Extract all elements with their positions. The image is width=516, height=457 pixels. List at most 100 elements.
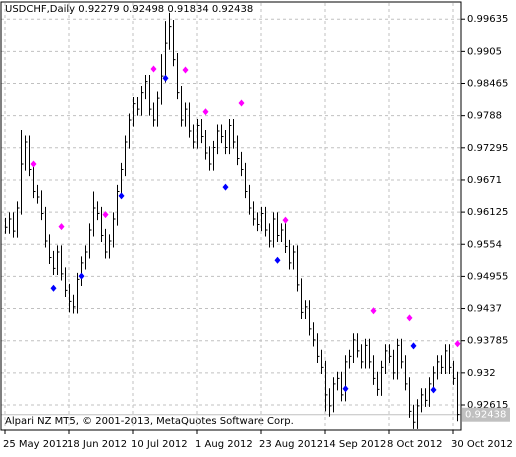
y-tick-label: 0.9437 — [467, 304, 502, 315]
ohlc-bar — [245, 162, 248, 199]
ohlc-bar — [137, 96, 140, 116]
fractal-marker — [222, 183, 229, 191]
ohlc-bar — [185, 102, 188, 127]
ohlc-bar — [425, 388, 428, 407]
ohlc-bar — [173, 20, 176, 67]
fractal-marker — [410, 342, 417, 350]
y-tick-label: 0.9905 — [467, 46, 502, 57]
ohlc-bar — [77, 272, 80, 314]
ohlc-bar — [261, 206, 264, 232]
ohlc-bar — [229, 118, 232, 155]
ohlc-bar — [17, 201, 20, 238]
ohlc-bar — [301, 278, 304, 319]
ohlc-bar — [345, 355, 348, 402]
ohlc-bar — [313, 322, 316, 347]
y-tick-label: 0.93785 — [467, 336, 508, 347]
x-tick-label: 23 Aug 2012 — [259, 439, 323, 450]
ohlc-bar — [413, 404, 416, 429]
ohlc-bar — [133, 96, 136, 127]
ohlc-bar — [217, 124, 220, 155]
ohlc-bar — [85, 245, 88, 270]
ohlc-bar — [205, 129, 208, 160]
ohlc-bar — [449, 344, 452, 374]
ohlc-bar — [369, 338, 372, 369]
ohlc-bar — [269, 223, 272, 248]
ohlc-bar — [265, 206, 268, 237]
ohlc-bar — [141, 85, 144, 116]
plot-frame — [0, 1, 462, 431]
ohlc-bar — [221, 124, 224, 144]
ohlc-bar — [9, 212, 12, 234]
ohlc-bar — [253, 201, 256, 226]
last-price-box — [462, 407, 510, 422]
ohlc-bar — [61, 245, 64, 281]
fractal-marker — [238, 99, 245, 107]
ohlc-bar — [361, 344, 364, 369]
y-tick-label: 0.99635 — [467, 14, 508, 25]
ohlc-bar — [49, 234, 52, 265]
ohlc-bar — [385, 344, 388, 374]
y-tick-label: 0.932 — [467, 368, 496, 379]
ohlc-bar — [453, 360, 456, 385]
ohlc-bar — [89, 223, 92, 259]
ohlc-bar — [69, 283, 72, 313]
ohlc-bar — [117, 184, 120, 226]
ohlc-bar — [377, 371, 380, 396]
fractal-marker — [430, 386, 437, 394]
ohlc-bar — [177, 53, 180, 100]
y-tick-label: 0.9788 — [467, 111, 502, 122]
ohlc-bar — [381, 360, 384, 396]
ohlc-bar — [329, 388, 332, 417]
ohlc-bar — [397, 338, 400, 380]
ohlc-bar — [309, 300, 312, 336]
ohlc-bar — [25, 135, 28, 171]
ohlc-bar — [349, 349, 352, 369]
ohlc-bar — [125, 135, 128, 177]
ohlc-bar — [285, 223, 288, 254]
ohlc-bar — [417, 399, 420, 429]
ohlc-bar — [365, 338, 368, 369]
x-tick-label: 10 Jul 2012 — [131, 439, 188, 450]
ohlc-bar — [41, 190, 44, 221]
ohlc-bar — [297, 245, 300, 292]
ohlc-bar — [373, 355, 376, 385]
fractal-marker — [150, 65, 157, 73]
ohlc-bar — [277, 212, 280, 243]
ohlc-bar — [21, 129, 24, 215]
ohlc-bar — [429, 377, 432, 407]
ohlc-bar — [401, 338, 404, 369]
ohlc-bar — [317, 333, 320, 363]
ohlc-bar — [273, 212, 276, 248]
ohlc-bar — [209, 146, 212, 171]
last-price-label: 0.92438 — [465, 410, 506, 421]
fractal-marker — [406, 314, 413, 322]
y-tick-label: 0.94955 — [467, 271, 508, 282]
ohlc-bar — [29, 135, 32, 177]
ohlc-bar — [241, 151, 244, 177]
ohlc-bar — [353, 333, 356, 363]
x-tick-label: 25 May 2012 — [3, 439, 68, 450]
ohlc-bar — [289, 239, 292, 270]
ohlc-bar — [445, 344, 448, 374]
ohlc-bar — [105, 228, 108, 259]
fractal-marker — [50, 284, 57, 292]
ohlc-bar — [325, 360, 328, 412]
ohlc-bar — [37, 184, 40, 204]
fractal-marker — [202, 108, 209, 116]
fractal-marker — [30, 160, 37, 168]
ohlc-bar — [237, 135, 240, 166]
ohlc-bar — [257, 212, 260, 232]
x-tick-label: 30 Oct 2012 — [451, 439, 513, 450]
ohlc-bar — [121, 162, 124, 199]
ohlc-bar — [13, 212, 16, 238]
ohlc-bar — [53, 250, 56, 276]
fractal-marker — [182, 66, 189, 74]
y-tick-label: 0.96125 — [467, 207, 508, 218]
ohlc-bar — [33, 162, 36, 199]
x-tick-label: 8 Oct 2012 — [387, 439, 442, 450]
y-tick-label: 0.98465 — [467, 79, 508, 90]
ohlc-bar — [129, 113, 132, 149]
ohlc-bar — [437, 355, 440, 380]
